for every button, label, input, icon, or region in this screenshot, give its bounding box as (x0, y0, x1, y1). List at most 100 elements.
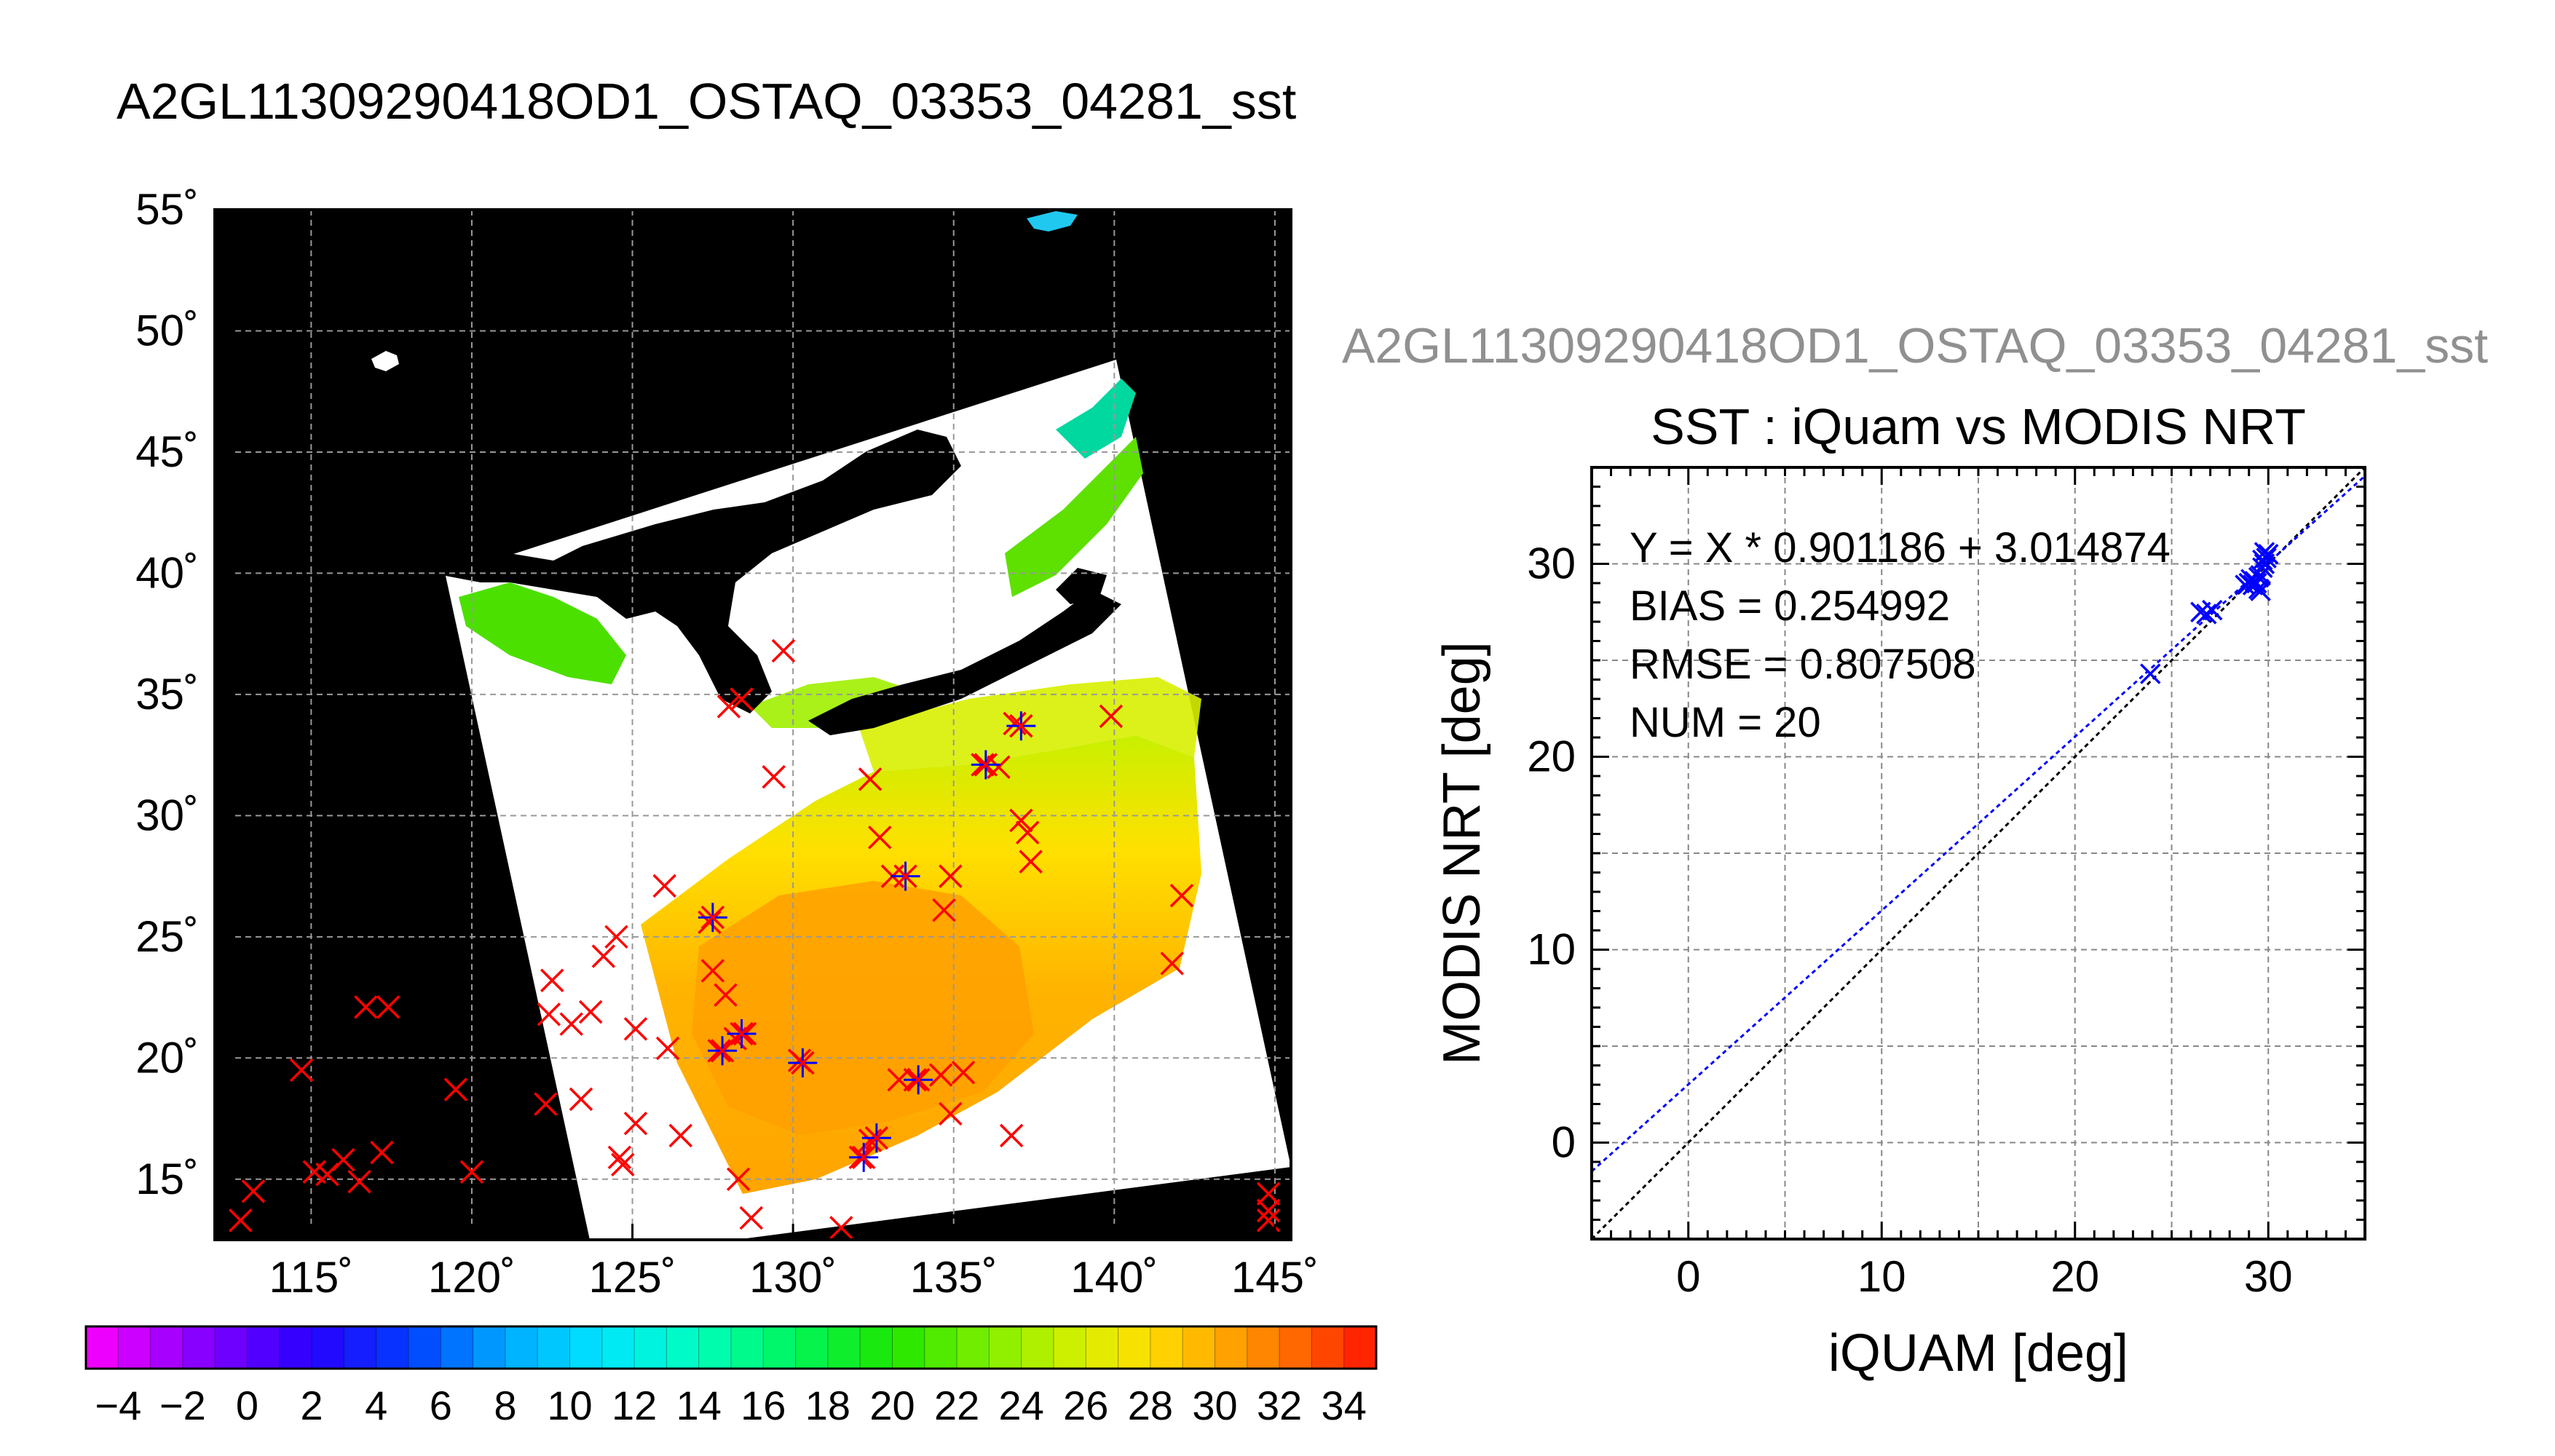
swath-green-east (1005, 437, 1143, 597)
swath-cool-north (1056, 379, 1136, 459)
insitu-marker (655, 1036, 680, 1061)
colorbar-cell (182, 1326, 216, 1369)
insitu-marker (1256, 1182, 1281, 1206)
swath-data (446, 360, 1291, 1240)
colorbar-cell (1021, 1326, 1054, 1369)
map-ticks (215, 208, 1276, 1240)
annotation-num: NUM = 20 (1630, 699, 1821, 746)
insitu-marker (1099, 704, 1124, 729)
insitu-marker (611, 1152, 635, 1177)
insitu-marker (569, 1087, 593, 1112)
colorbar-cell (1247, 1326, 1280, 1369)
insitu-marker (868, 826, 892, 850)
y-axis-label: MODIS NRT [deg] (1433, 641, 1491, 1065)
insitu-marker (939, 864, 963, 888)
colorbar-cell (312, 1326, 344, 1369)
colorbar-cell (860, 1326, 893, 1369)
insitu-marker (623, 1111, 648, 1136)
matchup-marker (904, 1065, 933, 1095)
colorbar: −4 −2 0 2 4 6 8 10 12 14 16 18 20 22 24 26 28 30 32 34 (84, 1325, 1378, 1428)
lon-tick-label: 145˚ (1231, 1253, 1319, 1302)
colorbar-cell (666, 1326, 700, 1369)
x-tick-label: 30 (2244, 1252, 2293, 1301)
matchup-marker (727, 1019, 757, 1048)
scatter-annotations: Y = X * 0.901186 + 3.014874 BIAS = 0.254… (1630, 524, 2171, 746)
colorbar-tick-label: 16 (741, 1382, 786, 1428)
lon-tick-label: 120˚ (428, 1253, 516, 1302)
matchup-marker (861, 1123, 891, 1153)
scatter-gridlines (1592, 467, 2365, 1239)
map-frame (213, 208, 1292, 1241)
insitu-marker (607, 1145, 632, 1170)
colorbar-tick-label: 34 (1322, 1382, 1367, 1428)
colorbar-tick-label: 6 (430, 1382, 452, 1428)
lat-tick-label: 25˚ (135, 912, 199, 961)
colorbar-tick-label: 10 (547, 1382, 592, 1428)
scatter-point (2196, 604, 2217, 625)
colorbar-cell (763, 1326, 797, 1369)
colorbar-cell (118, 1326, 151, 1369)
colorbar-tick-label: 22 (934, 1382, 979, 1428)
colorbar-cell (601, 1326, 635, 1369)
insitu-marker (1160, 951, 1184, 976)
insitu-marker (229, 1208, 253, 1233)
insitu-marker (559, 1012, 583, 1036)
lat-tick-label: 50˚ (135, 306, 199, 355)
insitu-marker (716, 695, 741, 719)
x-tick-label: 0 (1676, 1252, 1700, 1301)
colorbar-tick-label: −4 (95, 1382, 141, 1428)
colorbar-tick-label: 30 (1192, 1382, 1237, 1428)
matchup-marker (1006, 711, 1036, 741)
colorbar-cell (795, 1326, 829, 1369)
insitu-marker (1019, 850, 1043, 874)
colorbar-cell (892, 1326, 925, 1369)
insitu-marker (331, 1147, 355, 1172)
colorbar-cell (634, 1326, 667, 1369)
colorbar-cell (1311, 1326, 1345, 1369)
insitu-marker (370, 1140, 394, 1165)
scatter-header: A2GL11309290418OD1_OSTAQ_03353_04281_sst (1342, 318, 2488, 373)
colorbar-tick-label: −2 (159, 1382, 206, 1428)
colorbar-cell (1150, 1326, 1183, 1369)
insitu-marker (1256, 1198, 1281, 1223)
x-tick-labels: 0 10 20 30 (1676, 1252, 2293, 1301)
y-tick-label: 20 (1527, 732, 1576, 781)
colorbar-cell (1118, 1326, 1151, 1369)
cloud-fragment-north (371, 351, 399, 371)
scatter-plot: 0 10 20 30 0 10 20 30 Y = X * 0.901186 + 3.014… (1433, 466, 2366, 1382)
matchup-marker (849, 1142, 879, 1172)
insitu-marker (739, 1206, 764, 1230)
lat-tick-label: 15˚ (135, 1155, 199, 1203)
identity-line (1592, 467, 2365, 1239)
scatter-points (2140, 542, 2279, 684)
colorbar-cell (408, 1326, 441, 1369)
y-tick-labels: 0 10 20 30 (1527, 539, 1576, 1167)
colorbar-cell (731, 1326, 764, 1369)
matchup-marker (971, 750, 1000, 780)
lat-tick-label: 55˚ (135, 185, 199, 234)
swath-yellow-band (859, 677, 1201, 772)
colorbar-cell (957, 1326, 990, 1369)
matchup-marker (698, 903, 727, 933)
colorbar-tick-label: 2 (301, 1382, 323, 1428)
figure-title: A2GL11309290418OD1_OSTAQ_03353_04281_sst (117, 73, 1296, 130)
insitu-marker (537, 1002, 561, 1026)
lat-tick-label: 30˚ (135, 791, 199, 839)
x-tick-label: 20 (2050, 1252, 2099, 1301)
colorbar-cell (376, 1326, 409, 1369)
colorbar-cell (1054, 1326, 1086, 1369)
scatter-point (2250, 580, 2271, 601)
colorbar-tick-label: 18 (805, 1382, 850, 1428)
colorbar-tick-label: 8 (494, 1382, 516, 1428)
insitu-marker (858, 767, 882, 791)
insitu-marker (376, 995, 400, 1019)
colorbar-tick-label: 20 (869, 1382, 915, 1428)
colorbar-cell (215, 1326, 248, 1369)
scatter-point (2140, 663, 2161, 684)
insitu-marker (762, 764, 786, 789)
insitu-marker (771, 638, 796, 663)
colorbar-tick-label: 28 (1128, 1382, 1173, 1428)
colorbar-cell (1343, 1326, 1377, 1369)
annotation-equation: Y = X * 0.901186 + 3.014874 (1630, 524, 2171, 571)
colorbar-cell (827, 1326, 861, 1369)
